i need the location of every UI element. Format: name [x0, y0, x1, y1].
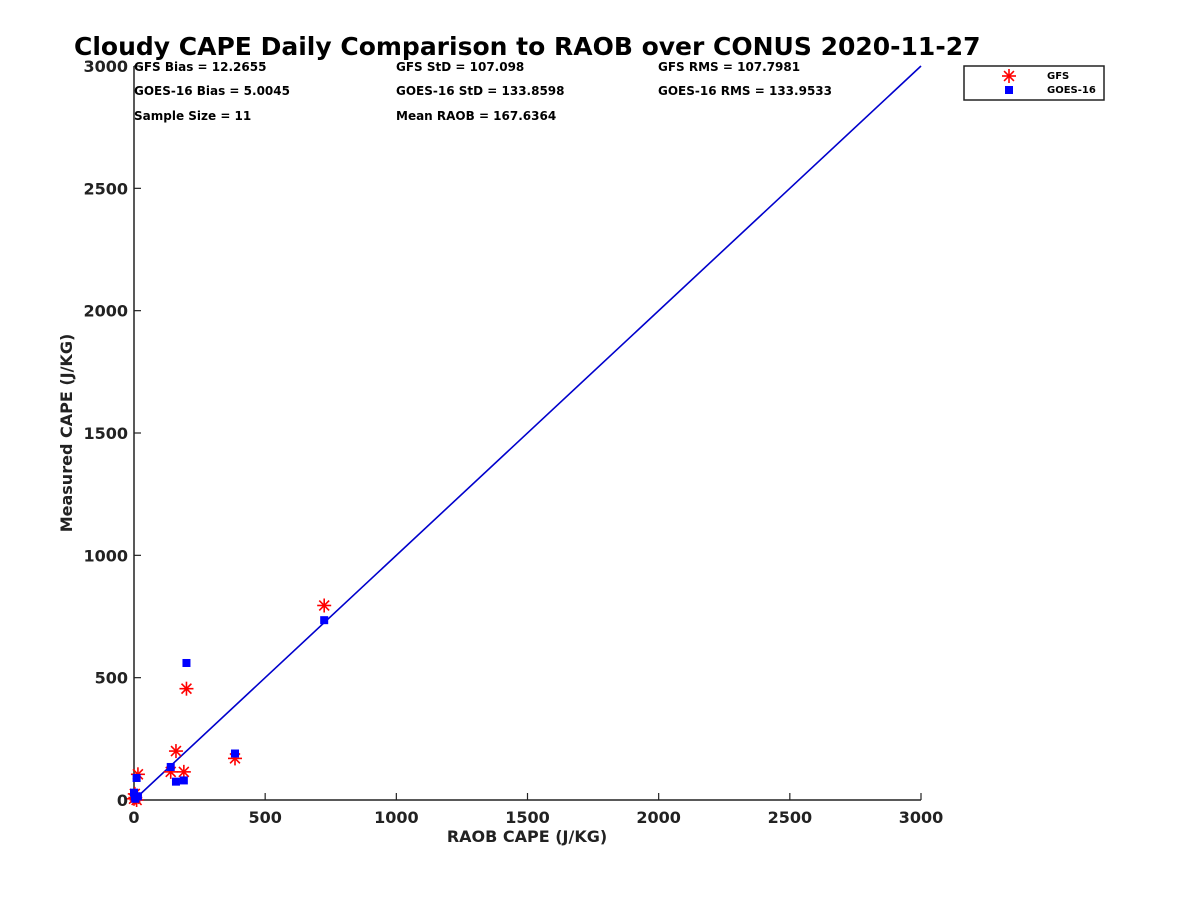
- series-goes-16: [130, 616, 329, 803]
- y-tick-label: 1000: [83, 546, 128, 565]
- y-axis-ticks: 0 500 1000 1500 2000 2500 3000: [83, 57, 141, 810]
- stat-text: GFS RMS = 107.7981: [658, 60, 800, 74]
- one-to-one-reference-line: [133, 65, 922, 801]
- x-tick-label: 2000: [636, 808, 681, 827]
- legend-goes16-marker: [1005, 86, 1013, 94]
- stat-text: GFS Bias = 12.2655: [134, 60, 266, 74]
- stat-text: GFS StD = 107.098: [396, 60, 524, 74]
- goes16-point: [320, 616, 329, 625]
- legend: GFS GOES-16: [963, 65, 1105, 101]
- x-tick-label: 2500: [768, 808, 813, 827]
- x-tick-label: 500: [248, 808, 281, 827]
- stat-text: GOES-16 StD = 133.8598: [396, 84, 565, 98]
- legend-label: GFS: [1047, 71, 1069, 82]
- stat-text: Mean RAOB = 167.6364: [396, 109, 556, 123]
- series-gfs: [127, 598, 332, 807]
- statistics-block: GFS Bias = 12.2655 GFS StD = 107.098 GFS R…: [134, 60, 832, 123]
- x-tick-label: 1500: [505, 808, 550, 827]
- goes16-point: [171, 777, 180, 786]
- one-to-one-line: [133, 65, 922, 801]
- goes16-point: [230, 749, 239, 758]
- y-tick-label: 0: [117, 791, 128, 810]
- gfs-point: [317, 598, 332, 613]
- x-axis-label: RAOB CAPE (J/KG): [447, 827, 607, 846]
- y-tick-label: 500: [95, 669, 128, 688]
- legend-gfs-marker: [1002, 69, 1016, 83]
- y-axis-label: Measured CAPE (J/KG): [57, 334, 76, 533]
- goes16-point: [166, 762, 175, 771]
- stat-text: Sample Size = 11: [134, 109, 251, 123]
- y-tick-label: 1500: [83, 424, 128, 443]
- x-tick-label: 3000: [899, 808, 944, 827]
- goes16-point: [130, 792, 139, 801]
- y-tick-label: 2000: [83, 302, 128, 321]
- goes16-point: [132, 773, 141, 782]
- chart-title: Cloudy CAPE Daily Comparison to RAOB ove…: [74, 32, 980, 61]
- legend-label: GOES-16: [1047, 85, 1096, 96]
- y-tick-label: 3000: [83, 57, 128, 76]
- goes16-point: [179, 776, 188, 785]
- data-points: [127, 598, 332, 807]
- legend-box: [963, 65, 1105, 101]
- stat-text: GOES-16 Bias = 5.0045: [134, 84, 290, 98]
- x-tick-label: 0: [128, 808, 139, 827]
- goes16-point: [182, 658, 191, 667]
- gfs-point: [168, 744, 183, 759]
- y-tick-label: 2500: [83, 179, 128, 198]
- stat-text: GOES-16 RMS = 133.9533: [658, 84, 832, 98]
- gfs-point: [179, 681, 194, 696]
- x-tick-label: 1000: [374, 808, 419, 827]
- x-axis-ticks: 0 500 1000 1500 2000 2500 3000: [128, 793, 943, 827]
